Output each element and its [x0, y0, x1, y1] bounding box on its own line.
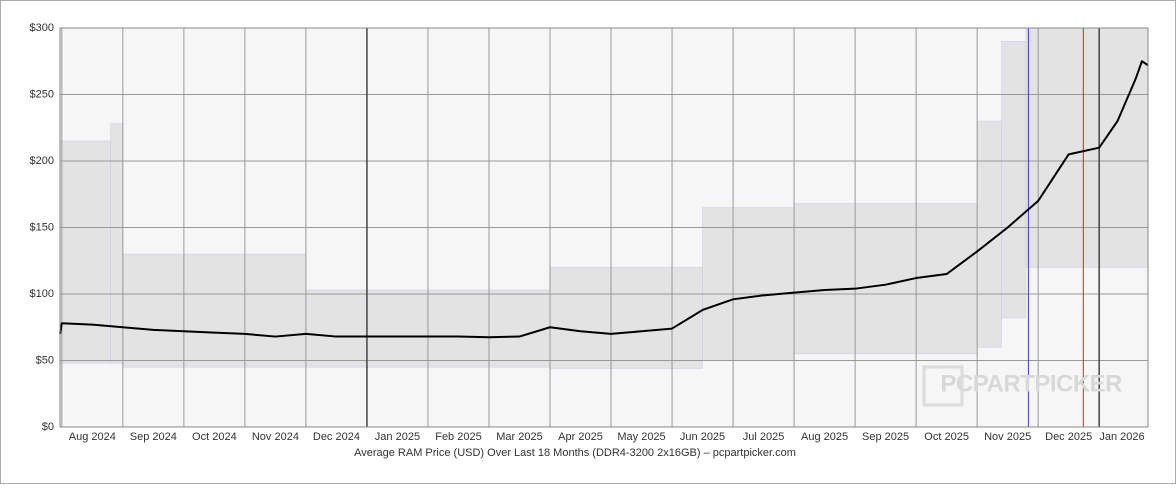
x-tick-label: Aug 2024 — [69, 431, 116, 443]
x-tick-label: Oct 2024 — [192, 431, 237, 443]
x-tick-label: Feb 2025 — [435, 431, 481, 443]
x-tick-label: Mar 2025 — [496, 431, 542, 443]
watermark-logo — [922, 365, 964, 407]
y-tick-label: $300 — [30, 22, 54, 34]
price-range — [122, 253, 307, 368]
watermark: PCPARTPICKER — [940, 370, 1122, 397]
x-tick-label: Dec 2025 — [1045, 431, 1092, 443]
chart-title: Average RAM Price (USD) Over Last 18 Mon… — [354, 447, 796, 459]
x-tick-label: May 2025 — [617, 431, 665, 443]
y-tick-label: $50 — [36, 354, 54, 366]
price-range — [793, 203, 978, 355]
y-tick-label: $250 — [30, 88, 54, 100]
x-tick-label: Apr 2025 — [558, 431, 603, 443]
price-range — [549, 267, 703, 369]
x-tick-label: Sep 2024 — [130, 431, 177, 443]
price-range — [1025, 27, 1149, 268]
price-range — [1001, 41, 1027, 319]
x-tick-label: Nov 2024 — [252, 431, 299, 443]
y-tick-label: $0 — [42, 421, 54, 433]
x-tick-label: Jan 2025 — [375, 431, 420, 443]
y-tick-label: $200 — [30, 155, 54, 167]
x-tick-label: Aug 2025 — [801, 431, 848, 443]
x-tick-label: Nov 2025 — [984, 431, 1031, 443]
y-tick-label: $100 — [30, 288, 54, 300]
plot-border — [59, 27, 1149, 428]
x-tick-label: Dec 2024 — [313, 431, 360, 443]
y-tick-label: $150 — [30, 221, 54, 233]
price-range — [59, 140, 111, 364]
price-range — [702, 207, 795, 361]
x-tick-label: Jul 2025 — [743, 431, 785, 443]
x-tick-label: Sep 2025 — [862, 431, 909, 443]
price-line — [59, 60, 1149, 339]
x-tick-label: Oct 2025 — [924, 431, 969, 443]
x-tick-label: Jan 2026 — [1099, 431, 1144, 443]
x-tick-label: Jun 2025 — [680, 431, 725, 443]
